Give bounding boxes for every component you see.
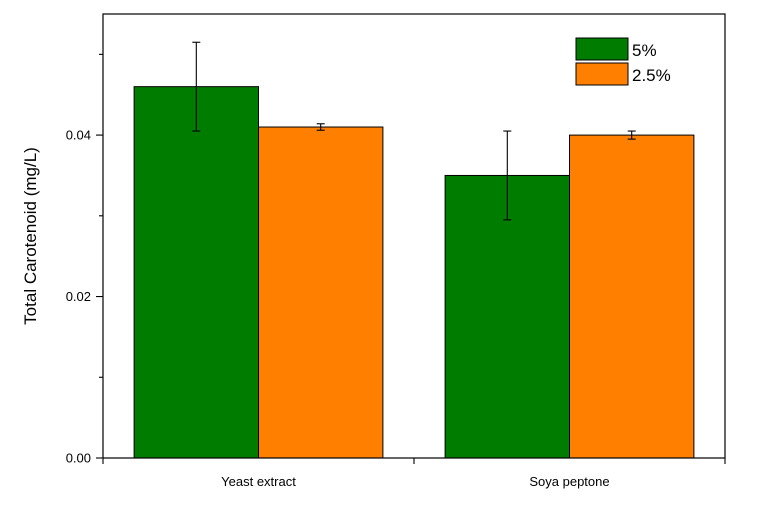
error-bar-1-0 xyxy=(316,123,325,131)
error-bar-1-1 xyxy=(627,130,636,140)
bar-1-0 xyxy=(258,126,384,459)
bar-0-1 xyxy=(444,174,571,459)
legend-swatch xyxy=(575,37,629,61)
error-bars-layer xyxy=(192,41,636,221)
error-bar-0-1 xyxy=(503,130,512,221)
y-tick-label: 0.04 xyxy=(66,128,91,143)
legend-label: 2.5% xyxy=(632,66,671,85)
x-tick-label: Yeast extract xyxy=(221,474,296,489)
bar-1-1 xyxy=(569,134,695,459)
y-axis-label: Total Carotenoid (mg/L) xyxy=(21,147,40,325)
legend: 5% 2.5% xyxy=(575,37,671,86)
legend-swatch xyxy=(575,62,629,86)
error-bar-0-0 xyxy=(192,41,201,132)
y-tick-label: 0.00 xyxy=(66,451,91,466)
y-ticks-layer: 0.00 0.02 0.04 xyxy=(66,53,103,466)
legend-label: 5% xyxy=(632,41,657,60)
legend-item-0: 5% xyxy=(575,37,657,61)
bar-0-0 xyxy=(133,86,260,459)
legend-item-1: 2.5% xyxy=(575,62,671,86)
x-tick-label: Soya peptone xyxy=(529,474,609,489)
x-ticks-layer: Yeast extract Soya peptone xyxy=(102,458,726,489)
y-tick-label: 0.02 xyxy=(66,289,91,304)
bars-layer xyxy=(133,86,695,459)
